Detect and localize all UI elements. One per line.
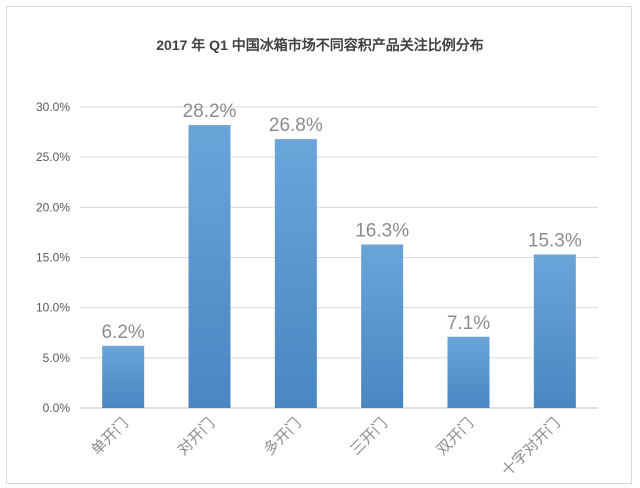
y-tick-label: 15.0%	[36, 251, 70, 265]
y-tick-label: 5.0%	[43, 351, 71, 365]
x-tick-label: 双开门	[433, 414, 478, 459]
data-label: 6.2%	[102, 322, 145, 343]
bar-6	[533, 254, 576, 408]
y-axis: 0.0% 5.0% 10.0% 15.0% 20.0% 25.0% 30.0%	[36, 100, 70, 415]
y-tick-label: 20.0%	[36, 200, 70, 214]
x-tick-label: 对开门	[174, 414, 219, 459]
data-label: 15.3%	[528, 230, 582, 251]
bar-2	[188, 125, 231, 408]
data-label: 26.8%	[269, 115, 323, 136]
bar-3	[274, 139, 317, 408]
gridlines	[80, 106, 598, 409]
bar-4	[361, 244, 404, 408]
y-tick-label: 0.0%	[43, 401, 71, 415]
x-tick-label: 十字对开门	[498, 414, 564, 480]
x-tick-label: 多开门	[260, 414, 305, 459]
y-tick-label: 10.0%	[36, 301, 70, 315]
data-label: 28.2%	[183, 101, 237, 122]
bar-1	[102, 345, 145, 408]
bar-5	[447, 336, 490, 408]
x-tick-label: 单开门	[87, 414, 132, 459]
data-label: 7.1%	[447, 313, 490, 334]
data-label: 16.3%	[355, 220, 409, 241]
data-labels: 6.2% 28.2% 26.8% 16.3% 7.1% 15.3%	[102, 101, 582, 343]
y-tick-label: 25.0%	[36, 150, 70, 164]
bars	[102, 125, 576, 408]
x-axis: 单开门 对开门 多开门 三开门 双开门 十字对开门	[87, 414, 563, 480]
y-tick-label: 30.0%	[36, 100, 70, 114]
x-tick-label: 三开门	[346, 414, 391, 459]
chart-title: 2017 年 Q1 中国冰箱市场不同容积产品关注比例分布	[156, 37, 484, 53]
